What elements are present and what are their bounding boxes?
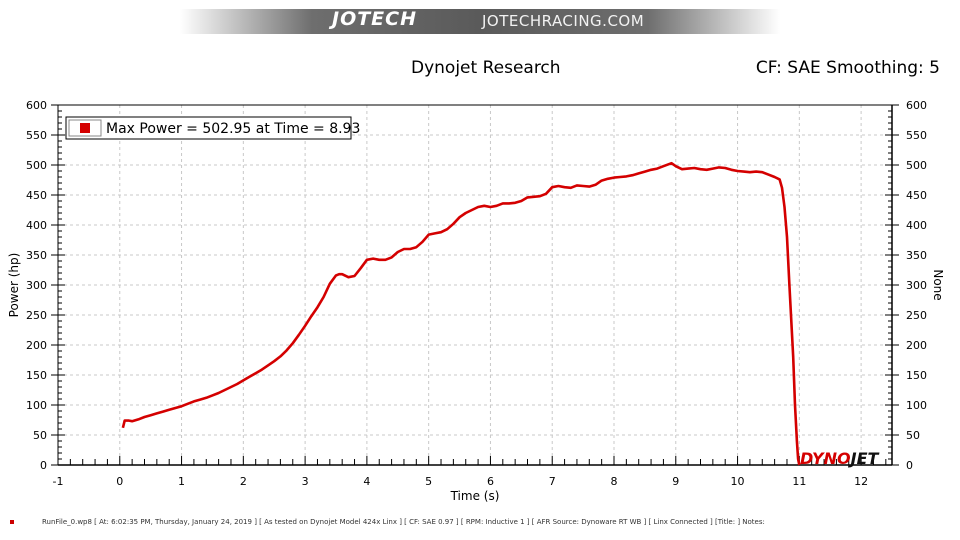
x-tick-label: 4 — [363, 475, 370, 488]
y2-tick-label: 50 — [906, 429, 920, 442]
y-tick-label: 600 — [26, 99, 47, 112]
x-tick-label: 5 — [425, 475, 432, 488]
y-tick-label: 350 — [26, 249, 47, 262]
y2-tick-label: 550 — [906, 129, 927, 142]
y2-tick-label: 450 — [906, 189, 927, 202]
y2-tick-label: 500 — [906, 159, 927, 172]
x-tick-label: 10 — [731, 475, 745, 488]
brand-logo: JOTECH — [332, 8, 418, 30]
grid-lines — [57, 104, 892, 466]
run-info-footer: RunFile_0.wp8 [ At: 6:02:35 PM, Thursday… — [42, 518, 765, 526]
y-tick-label: 450 — [26, 189, 47, 202]
header-banner — [180, 9, 780, 34]
x-tick-label: -1 — [53, 475, 64, 488]
y2-axis-ticks: 0 50 100 150 200 250 300 350 400 450 500 550 600 — [885, 99, 927, 472]
y2-axis-label: None — [931, 269, 945, 300]
y2-tick-label: 350 — [906, 249, 927, 262]
legend: Max Power = 502.95 at Time = 8.93 — [65, 116, 360, 140]
y-axis-label: Power (hp) — [7, 253, 21, 318]
watermark-jet: JET — [848, 449, 880, 468]
y-tick-label: 500 — [26, 159, 47, 172]
y2-tick-label: 100 — [906, 399, 927, 412]
x-axis-ticks: -1 0 1 2 3 4 5 6 7 8 9 10 11 12 — [53, 456, 887, 488]
y2-tick-label: 250 — [906, 309, 927, 322]
y2-tick-label: 150 — [906, 369, 927, 382]
x-tick-label: 2 — [240, 475, 247, 488]
y2-tick-label: 200 — [906, 339, 927, 352]
y-tick-label: 250 — [26, 309, 47, 322]
x-tick-label: 11 — [792, 475, 806, 488]
y-axis-ticks: 0 50 100 150 200 250 300 350 400 450 500 550 600 — [26, 99, 65, 472]
x-tick-label: 8 — [611, 475, 618, 488]
watermark-dyno: DYNO — [800, 449, 851, 468]
x-tick-label: 1 — [178, 475, 185, 488]
power-curve-line — [121, 161, 801, 466]
y-tick-label: 0 — [40, 459, 47, 472]
power-series — [121, 161, 801, 466]
legend-entry: Max Power = 502.95 at Time = 8.93 — [106, 121, 360, 137]
legend-swatch-icon — [80, 123, 90, 133]
brand-site: JOTECHRACING.COM — [482, 12, 645, 30]
y-tick-label: 200 — [26, 339, 47, 352]
x-axis-label: Time (s) — [450, 489, 500, 503]
x-tick-label: 3 — [302, 475, 309, 488]
x-tick-label: 7 — [549, 475, 556, 488]
chart-subtitle: CF: SAE Smoothing: 5 — [755, 58, 940, 78]
y-tick-label: 400 — [26, 219, 47, 232]
y-tick-label: 150 — [26, 369, 47, 382]
y-tick-label: 50 — [33, 429, 47, 442]
y2-tick-label: 400 — [906, 219, 927, 232]
footer-bullet-icon — [10, 520, 14, 524]
x-tick-label: 0 — [116, 475, 123, 488]
dynojet-watermark: DYNOJET — [800, 449, 880, 468]
x-tick-label: 6 — [487, 475, 494, 488]
x-tick-label: 12 — [854, 475, 868, 488]
y-tick-label: 300 — [26, 279, 47, 292]
y-tick-label: 100 — [26, 399, 47, 412]
y2-tick-label: 300 — [906, 279, 927, 292]
x-tick-label: 9 — [672, 475, 679, 488]
y2-tick-label: 600 — [906, 99, 927, 112]
chart-title: Dynojet Research — [411, 58, 561, 78]
y2-tick-label: 0 — [906, 459, 913, 472]
legend-box — [65, 116, 352, 140]
y-tick-label: 550 — [26, 129, 47, 142]
